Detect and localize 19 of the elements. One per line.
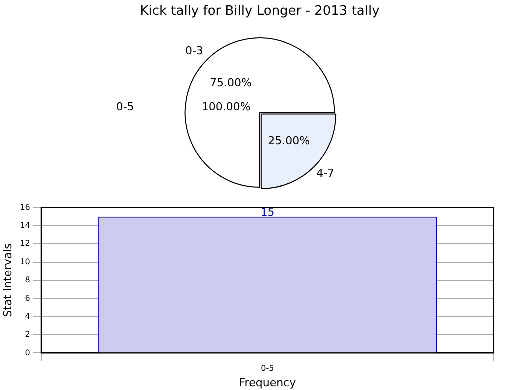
y-tick-label: 4: [25, 312, 30, 321]
chart-title: Kick tally for Billy Longer - 2013 tally: [140, 4, 380, 20]
y-tick-label: 12: [20, 239, 30, 248]
x-axis-title: Frequency: [239, 376, 297, 390]
data-label: 25.00%: [268, 134, 310, 148]
y-tick-label: 6: [25, 294, 30, 303]
y-tick-label: 2: [25, 330, 30, 340]
y-tick-label: 8: [25, 276, 30, 285]
slice-label: 4-7: [316, 166, 335, 180]
y-tick-label: 0: [25, 348, 30, 358]
text: 0-5: [116, 100, 134, 114]
y-axis-title: Stat Intervals: [1, 243, 14, 318]
y-tick-label: 14: [20, 221, 30, 230]
slice-label: 0-3: [185, 44, 204, 58]
data-label: 75.00%: [210, 76, 252, 90]
y-tick-label: 10: [20, 257, 30, 266]
text: 100.00%: [202, 100, 251, 114]
data-label: 15: [260, 206, 275, 220]
y-tick-label: 16: [20, 202, 30, 212]
